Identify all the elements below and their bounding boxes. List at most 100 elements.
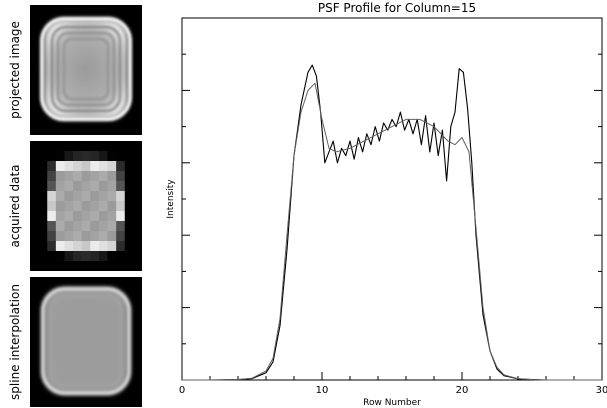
pixel <box>64 191 74 202</box>
x-tick-label: 20 <box>456 385 469 396</box>
pixel <box>116 161 126 172</box>
pixel <box>64 141 74 152</box>
pixel <box>64 251 74 262</box>
pixel <box>116 241 126 252</box>
pixel <box>98 181 109 192</box>
x-tick-label: 0 <box>179 385 185 396</box>
pixel <box>124 191 134 202</box>
pixel <box>30 181 40 192</box>
pixel <box>30 161 40 172</box>
pixel <box>124 161 134 172</box>
pixel <box>30 221 40 232</box>
pixel <box>55 191 65 202</box>
pixel <box>73 141 83 152</box>
pixel <box>107 171 117 182</box>
pixel <box>90 161 100 172</box>
pixel <box>98 171 109 182</box>
pixel <box>133 241 142 252</box>
pixel <box>90 231 100 242</box>
pixel <box>98 241 109 252</box>
pixel <box>81 261 91 271</box>
pixel <box>107 191 117 202</box>
pixel <box>73 211 83 222</box>
pixel <box>124 141 134 152</box>
pixel <box>55 261 65 271</box>
pixel <box>81 191 91 202</box>
pixel <box>133 141 142 152</box>
pixel <box>47 261 57 271</box>
pixel <box>124 171 134 182</box>
pixel <box>90 191 100 202</box>
pixel <box>133 151 142 162</box>
pixel <box>64 261 74 271</box>
pixel <box>98 161 109 172</box>
pixel <box>73 151 83 162</box>
pixel <box>107 161 117 172</box>
pixel <box>124 261 134 271</box>
pixel <box>116 141 126 152</box>
pixel <box>30 231 40 242</box>
pixel <box>38 211 48 222</box>
pixel <box>81 221 91 232</box>
pixel <box>90 221 100 232</box>
pixel <box>47 221 57 232</box>
acquired-data-label: acquired data <box>8 164 22 248</box>
pixel <box>38 141 48 152</box>
pixel <box>133 171 142 182</box>
pixel <box>107 251 117 262</box>
pixel <box>38 171 48 182</box>
pixel <box>98 261 109 271</box>
pixel <box>81 161 91 172</box>
pixel <box>64 221 74 232</box>
pixel <box>73 201 83 212</box>
pixel <box>124 251 134 262</box>
pixel <box>38 221 48 232</box>
pixel <box>55 141 65 152</box>
pixel <box>47 231 57 242</box>
pixel <box>107 201 117 212</box>
pixel <box>90 151 100 162</box>
pixel <box>81 251 91 262</box>
spline-interpolation-image <box>30 277 142 407</box>
pixel <box>30 211 40 222</box>
pixel <box>73 261 83 271</box>
pixel <box>55 201 65 212</box>
pixel <box>116 251 126 262</box>
pixel <box>116 261 126 271</box>
pixel <box>73 251 83 262</box>
pixel <box>55 171 65 182</box>
pixel <box>38 261 48 271</box>
pixel <box>90 261 100 271</box>
pixel <box>133 181 142 192</box>
series-layer <box>182 64 602 381</box>
pixel <box>90 251 100 262</box>
pixel <box>73 231 83 242</box>
pixel <box>30 261 40 271</box>
pixel <box>47 151 57 162</box>
pixel <box>55 231 65 242</box>
pixel <box>30 151 40 162</box>
pixel <box>81 201 91 212</box>
pixel <box>47 251 57 262</box>
pixel <box>98 191 109 202</box>
pixel <box>116 201 126 212</box>
pixel <box>133 261 142 271</box>
pixel <box>64 211 74 222</box>
pixel <box>124 151 134 162</box>
pixel <box>116 171 126 182</box>
pixel <box>47 141 57 152</box>
chart-title: PSF Profile for Column=15 <box>318 1 476 15</box>
pixel <box>55 161 65 172</box>
pixel <box>133 221 142 232</box>
spline-interpolation-panel: spline interpolation <box>0 277 142 407</box>
spline-interpolation-label: spline interpolation <box>8 284 22 400</box>
projected-image <box>30 5 142 135</box>
pixel <box>38 151 48 162</box>
x-ticks: 0 10 20 30 <box>179 372 607 396</box>
pixel <box>124 181 134 192</box>
pixel <box>81 231 91 242</box>
pixel <box>116 181 126 192</box>
pixel <box>73 221 83 232</box>
pixel <box>81 241 91 252</box>
pixel <box>133 251 142 262</box>
